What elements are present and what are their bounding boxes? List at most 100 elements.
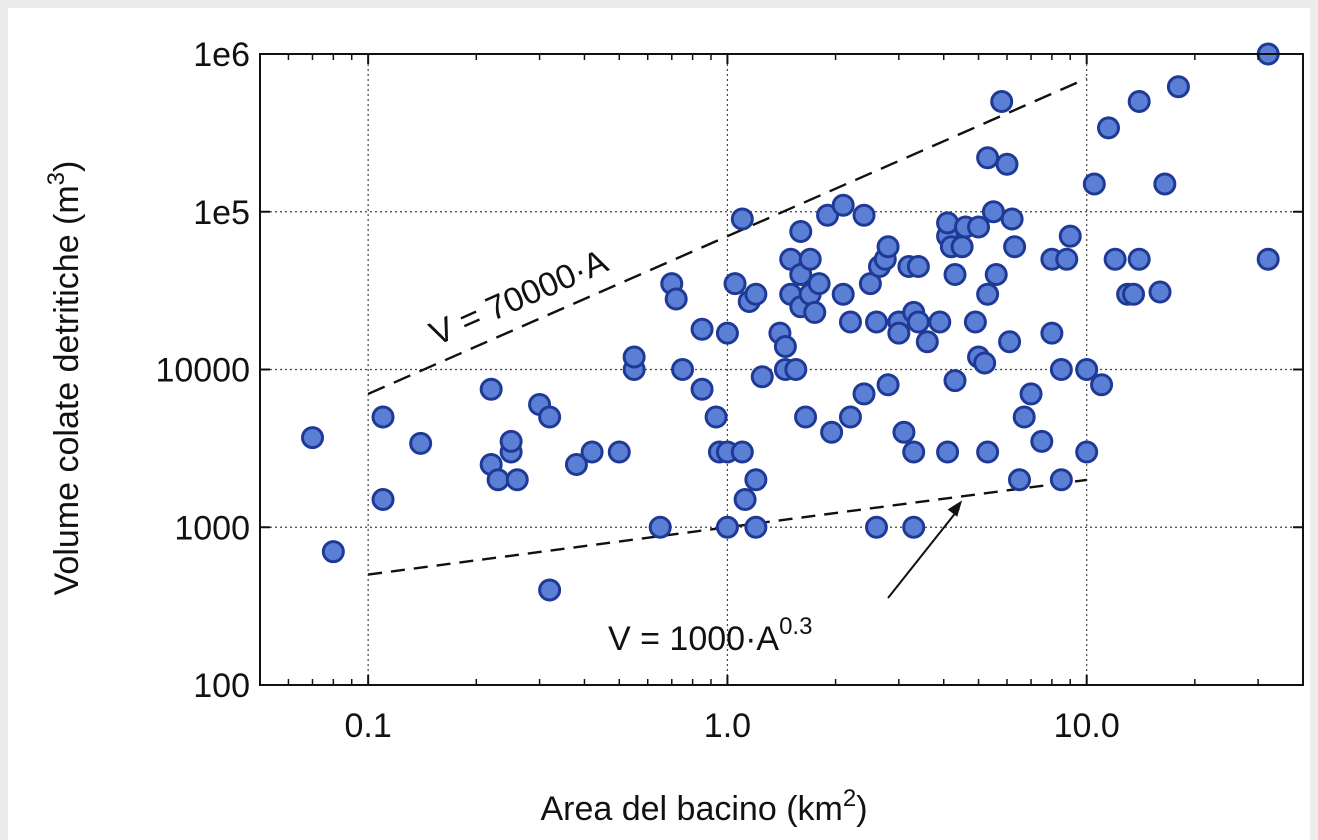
data-point (538, 578, 562, 602)
data-point (1055, 247, 1079, 271)
data-point (998, 330, 1022, 354)
data-point (1153, 172, 1177, 196)
data-point (928, 310, 952, 334)
data-point (784, 358, 808, 381)
lower-line-arrow (887, 507, 960, 599)
data-point (730, 207, 754, 231)
data-point (816, 203, 840, 227)
data-point (1256, 247, 1280, 271)
data-point (906, 254, 930, 278)
data-point (950, 235, 974, 259)
data-point (990, 89, 1014, 113)
data-point (715, 515, 739, 539)
y-tick-label: 10000 (155, 352, 250, 390)
data-point (852, 203, 876, 227)
data-point (1082, 172, 1106, 196)
data-point (902, 515, 926, 539)
data-point (1103, 247, 1127, 271)
data-point (1148, 280, 1172, 304)
data-point (902, 440, 926, 464)
data-point (976, 146, 1000, 170)
data-point (730, 440, 754, 464)
data-point (1166, 75, 1190, 99)
data-point (607, 440, 631, 464)
data-point (1007, 468, 1031, 492)
data-points (300, 42, 1280, 602)
data-point (981, 200, 1005, 224)
data-point (622, 345, 646, 369)
data-point (1127, 247, 1151, 271)
data-point (1012, 405, 1036, 429)
upper-envelope-line (367, 77, 1088, 396)
y-tick-label: 100 (193, 667, 250, 705)
data-point (1003, 235, 1027, 259)
data-point (1075, 440, 1099, 464)
data-point (704, 405, 728, 429)
data-point (750, 365, 774, 389)
data-point (371, 487, 395, 511)
data-point (963, 310, 987, 334)
data-point (1049, 468, 1073, 492)
data-point (807, 272, 831, 296)
data-point (321, 540, 345, 564)
data-point (409, 431, 433, 455)
fit-lines (367, 77, 1088, 576)
y-tick-label: 1e5 (193, 194, 250, 232)
data-point (1019, 382, 1043, 406)
data-point (300, 426, 324, 450)
y-axis-title: Volume colate detritiche (m3) (43, 161, 86, 596)
x-tick-label: 1.0 (704, 707, 751, 745)
data-point (943, 263, 967, 287)
data-point (564, 452, 588, 476)
data-point (1030, 429, 1054, 453)
data-point (865, 310, 889, 334)
data-point (943, 369, 967, 393)
data-point (1122, 282, 1146, 306)
data-point (1097, 116, 1121, 140)
data-point (690, 317, 714, 341)
data-point (831, 282, 855, 306)
data-point (664, 287, 688, 311)
y-tick-label: 1000 (174, 509, 250, 547)
data-point (1049, 358, 1073, 381)
data-point (892, 420, 916, 444)
data-point (803, 300, 827, 324)
axis-ticks: 0.1 1.0 10.0 100 1000 10000 1e5 1e6 (155, 36, 1303, 745)
data-point (887, 321, 911, 345)
data-point (876, 373, 900, 397)
data-point (906, 310, 930, 334)
data-point (820, 420, 844, 444)
data-point (936, 440, 960, 464)
data-point (838, 405, 862, 429)
data-point (744, 515, 768, 539)
chart-canvas: 0.1 1.0 10.0 100 1000 10000 1e5 1e6 V = 70000·A… (8, 8, 1310, 840)
data-point (789, 219, 813, 243)
data-point (690, 377, 714, 401)
data-point (976, 282, 1000, 306)
x-tick-label: 10.0 (1054, 707, 1120, 745)
arrow-head (947, 500, 963, 517)
data-point (967, 215, 991, 239)
data-point (915, 330, 939, 354)
data-point (858, 272, 882, 296)
data-point (486, 468, 510, 492)
data-point (1040, 321, 1064, 345)
data-point (499, 429, 523, 453)
data-point (976, 440, 1000, 464)
data-point (1000, 207, 1024, 231)
data-point (1058, 224, 1082, 248)
data-point (671, 358, 695, 381)
data-point (1090, 373, 1114, 397)
data-point (995, 152, 1019, 176)
x-tick-label: 0.1 (345, 707, 392, 745)
data-point (865, 515, 889, 539)
data-point (852, 382, 876, 406)
data-point (505, 468, 529, 492)
data-point (580, 440, 604, 464)
x-axis-title: Area del bacino (km2) (540, 785, 867, 828)
data-point (479, 377, 503, 401)
data-point (773, 334, 797, 358)
data-point (733, 487, 757, 511)
data-point (538, 405, 562, 429)
data-point (798, 247, 822, 271)
